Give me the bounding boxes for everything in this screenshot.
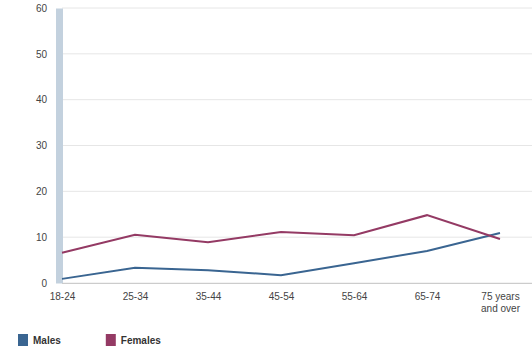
grid-line: [62, 99, 532, 100]
grid-line: [62, 283, 532, 284]
legend-label: Males: [33, 335, 61, 346]
x-tick-label: 45-54: [269, 291, 295, 302]
grid-line: [62, 145, 532, 146]
x-tick-label: 35-44: [196, 291, 222, 302]
legend: Males Females: [18, 334, 161, 346]
x-tick: 35-44: [196, 283, 222, 302]
y-tick-label: 60: [36, 3, 48, 14]
y-tick: 60: [36, 3, 59, 14]
legend-swatch: [18, 334, 28, 346]
series-line: [62, 215, 500, 253]
y-axis-line: [56, 9, 63, 284]
grid-line: [62, 191, 532, 192]
legend-swatch: [106, 334, 116, 346]
x-tick: 18-24: [50, 283, 76, 302]
y-tick-label: 20: [36, 186, 48, 197]
grid-line: [62, 53, 532, 54]
x-tick: 55-64: [342, 283, 368, 302]
y-tick-label: 50: [36, 49, 48, 60]
x-axis-line: [62, 283, 532, 284]
grid-line: [62, 237, 532, 238]
y-tick: 10: [36, 232, 59, 243]
x-tick-label: 65-74: [415, 291, 441, 302]
x-tick: 65-74: [415, 283, 441, 302]
y-tick: 0: [41, 278, 59, 289]
x-tick-label: 25-34: [123, 291, 149, 302]
x-tick-label: 75 yearsand over: [481, 291, 521, 314]
y-axis: 0 10 20 30 40 50 60: [36, 3, 60, 289]
x-tick: 25-34: [123, 283, 149, 302]
chart: 0 10 20 30 40 50 60 18-24 25-34 35-44 45-54 55-64 65…: [0, 0, 532, 355]
y-tick: 40: [36, 94, 59, 105]
series-line: [62, 233, 500, 279]
x-tick-label: 18-24: [50, 291, 76, 302]
y-tick-label: 0: [41, 278, 47, 289]
x-axis: 18-24 25-34 35-44 45-54 55-64 65-74 75 yearsan…: [50, 283, 521, 314]
y-tick: 30: [36, 140, 59, 151]
y-tick: 50: [36, 49, 59, 60]
grid-line: [62, 8, 532, 9]
y-tick-label: 30: [36, 140, 48, 151]
y-tick-label: 40: [36, 94, 48, 105]
x-tick: 75 yearsand over: [481, 283, 521, 314]
y-tick-label: 10: [36, 232, 48, 243]
y-tick: 20: [36, 186, 59, 197]
legend-label: Females: [121, 335, 161, 346]
grid: [62, 8, 532, 283]
x-tick-label: 55-64: [342, 291, 368, 302]
x-tick: 45-54: [269, 283, 295, 302]
plot-area: [62, 215, 500, 279]
